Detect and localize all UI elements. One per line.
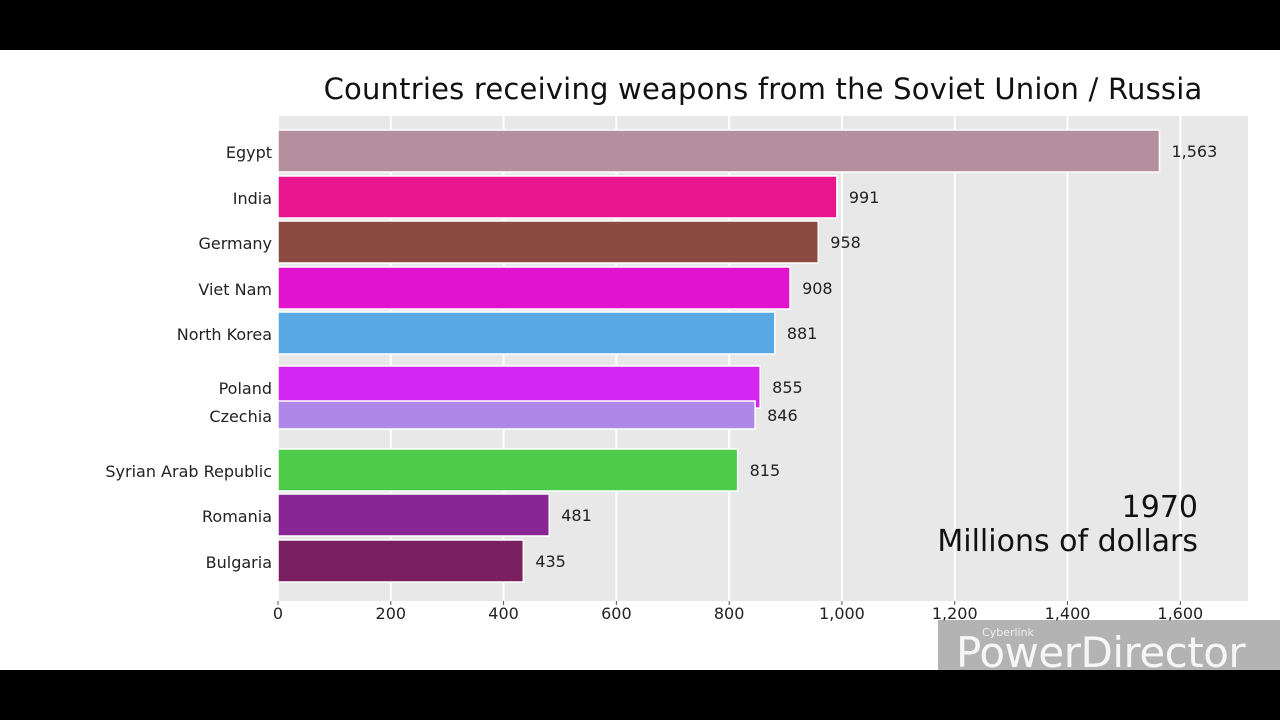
unit-label: Millions of dollars xyxy=(937,524,1198,559)
x-tick-label: 200 xyxy=(376,604,407,623)
category-label: Czechia xyxy=(209,407,272,426)
bar xyxy=(277,448,739,492)
x-tick-label: 400 xyxy=(488,604,519,623)
value-label: 435 xyxy=(535,552,566,571)
video-frame: Countries receiving weapons from the Sov… xyxy=(0,50,1280,670)
category-label: Bulgaria xyxy=(206,553,272,572)
chart-title: Countries receiving weapons from the Sov… xyxy=(323,72,1203,106)
bar xyxy=(277,175,838,219)
category-label: Romania xyxy=(202,507,272,526)
category-label: Egypt xyxy=(226,143,272,162)
watermark: Cyberlink PowerDirector xyxy=(938,620,1280,677)
x-tick-label: 1,000 xyxy=(819,604,865,623)
bar xyxy=(277,311,776,355)
x-tick-label: 1,400 xyxy=(1045,604,1091,623)
bar xyxy=(277,539,525,583)
watermark-brand-small: Cyberlink xyxy=(982,626,1034,639)
value-label: 991 xyxy=(849,188,880,207)
bar-chart: 1,563 Egypt 991 India 958 Germany 908 Viet Nam 8… xyxy=(105,116,1248,623)
value-label: 908 xyxy=(802,279,833,298)
category-label: Germany xyxy=(198,234,272,253)
value-label: 481 xyxy=(561,506,592,525)
value-label: 881 xyxy=(787,324,818,343)
x-tick-label: 600 xyxy=(601,604,632,623)
x-tick-label: 800 xyxy=(714,604,745,623)
bar xyxy=(277,220,820,264)
bar xyxy=(277,266,791,310)
category-label: North Korea xyxy=(177,325,272,344)
bar xyxy=(277,129,1161,173)
value-label: 855 xyxy=(772,378,803,397)
category-label: Poland xyxy=(219,379,272,398)
value-label: 846 xyxy=(767,406,798,425)
category-label: Viet Nam xyxy=(198,280,272,299)
x-tick-label: 1,200 xyxy=(932,604,978,623)
x-tick-label: 1,600 xyxy=(1157,604,1203,623)
x-tick-label: 0 xyxy=(273,604,283,623)
watermark-brand: PowerDirector xyxy=(956,628,1246,677)
category-label: India xyxy=(233,189,272,208)
value-label: 958 xyxy=(830,233,861,252)
value-label: 1,563 xyxy=(1171,142,1217,161)
bar xyxy=(277,493,551,537)
value-label: 815 xyxy=(750,461,781,480)
year-label: 1970 xyxy=(1121,490,1198,525)
category-label: Syrian Arab Republic xyxy=(105,462,272,481)
bar xyxy=(277,400,756,430)
